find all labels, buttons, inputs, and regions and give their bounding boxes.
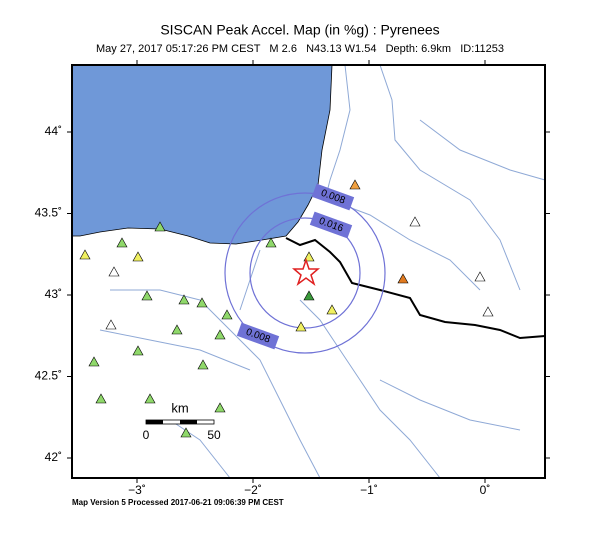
contour [224, 192, 386, 354]
scale-bar: km 0 50 [143, 400, 221, 442]
lat-tick-label: 42˚ [45, 450, 62, 464]
lat-tick-label: 42.5˚ [35, 369, 62, 383]
contour-label-box [236, 322, 280, 350]
contour [249, 217, 361, 329]
map-subtitle: May 27, 2017 05:17:26 PM CEST M 2.6 N43.… [96, 43, 504, 55]
lat-tick-label: 44˚ [45, 124, 62, 138]
lat-tick-label: 43.5˚ [35, 206, 62, 220]
stations [79, 179, 494, 438]
lon-tick-label: −2˚ [244, 483, 262, 497]
epicenter [291, 257, 321, 287]
scale-label: 0 [143, 428, 150, 442]
contour-label-box [309, 211, 353, 239]
ocean [71, 64, 333, 245]
scale-bar-seg [180, 420, 197, 424]
contour-label-box [311, 183, 355, 211]
map-area: 0.008 0.016 0.008 [71, 64, 546, 479]
scale-unit: km [171, 400, 188, 415]
lon-tick-label: −3˚ [128, 483, 146, 497]
map-title: SISCAN Peak Accel. Map (in %g) : Pyrenee… [160, 22, 439, 38]
lat-tick-label: 43˚ [45, 287, 62, 301]
scale-label: 50 [207, 428, 221, 442]
border [285, 237, 546, 340]
lon-tick-label: −1˚ [360, 483, 378, 497]
scale-bar-seg [146, 420, 163, 424]
lon-tick-label: 0˚ [480, 483, 491, 497]
footer: Map Version 5 Processed 2017-06-21 09:06… [72, 498, 284, 507]
contours: 0.008 0.016 0.008 [224, 183, 386, 354]
graticule-ticks: −3˚ −2˚ −1˚ 0˚ 44˚ 43.5˚ 43˚ 42.5˚ 42˚ [35, 60, 550, 497]
map-frame [71, 64, 546, 479]
